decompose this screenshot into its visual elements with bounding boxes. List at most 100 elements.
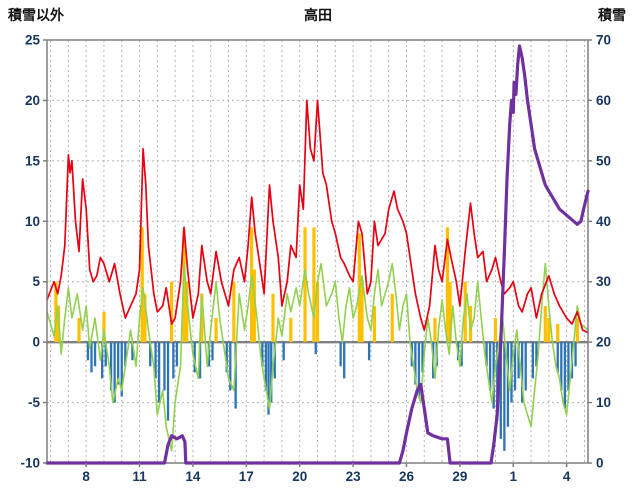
axis-tick-label: 15 xyxy=(25,153,41,168)
blue-bars xyxy=(574,342,577,367)
blue-bars xyxy=(113,342,116,403)
axis-tick-label: 0 xyxy=(596,456,604,471)
axis-tick-label: 5 xyxy=(32,274,40,289)
blue-bars xyxy=(343,342,346,379)
orange-bars xyxy=(232,281,236,343)
orange-bars xyxy=(289,317,293,343)
axis-tick-label: 14 xyxy=(185,469,201,484)
blue-bars xyxy=(503,342,506,451)
orange-bars xyxy=(169,281,174,343)
orange-bars xyxy=(303,227,307,343)
orange-bars xyxy=(200,293,204,343)
axis-tick-label: 29 xyxy=(452,469,467,484)
blue-bars xyxy=(282,342,285,361)
axis-tick-label: 10 xyxy=(25,214,40,229)
blue-bars xyxy=(120,342,123,397)
orange-bars xyxy=(390,293,394,343)
axis-tick-label: 11 xyxy=(132,469,147,484)
orange-bars xyxy=(214,317,218,343)
blue-bars xyxy=(109,342,113,391)
axis-tick-label: -5 xyxy=(28,395,40,410)
blue-bars xyxy=(175,342,179,367)
blue-bars xyxy=(264,342,268,391)
blue-bars xyxy=(414,342,417,385)
blue-bars xyxy=(198,342,202,379)
orange-bars xyxy=(433,317,437,343)
blue-bars xyxy=(267,342,270,415)
blue-bars xyxy=(563,342,567,409)
orange-bars xyxy=(547,317,551,343)
orange-bars xyxy=(185,281,189,343)
orange-bars xyxy=(575,317,579,343)
green-line xyxy=(46,262,589,452)
orange-bars xyxy=(445,227,450,343)
axis-tick-label: 20 xyxy=(25,93,40,108)
orange-bars xyxy=(271,293,275,343)
blue-bars xyxy=(339,342,342,367)
blue-bars xyxy=(172,342,175,379)
blue-bars xyxy=(149,342,152,367)
blue-bars xyxy=(513,342,517,391)
orange-bars xyxy=(315,281,320,343)
blue-bars xyxy=(517,342,520,379)
blue-bars xyxy=(117,342,120,385)
orange-bars xyxy=(252,269,256,343)
orange-bars xyxy=(360,281,364,343)
blue-bars xyxy=(234,342,237,409)
blue-bars xyxy=(101,342,104,379)
blue-bars xyxy=(485,342,488,367)
axis-tick-label: 70 xyxy=(596,33,611,48)
blue-bars xyxy=(460,342,463,367)
blue-bars xyxy=(567,342,570,391)
blue-bars xyxy=(506,342,510,427)
axis-tick-label: 23 xyxy=(346,469,362,484)
blue-bars xyxy=(535,342,538,367)
axis-tick-label: 25 xyxy=(25,33,41,48)
blue-bars xyxy=(488,342,492,391)
blue-bars xyxy=(154,342,157,379)
orange-bars xyxy=(448,281,452,343)
axis-tick-label: 40 xyxy=(596,214,611,229)
axis-tick-label: 10 xyxy=(596,395,611,410)
blue-bars xyxy=(157,342,161,403)
blue-bars xyxy=(556,342,559,373)
axis-tick-label: 26 xyxy=(399,469,415,484)
chart-title: 高田 xyxy=(304,7,332,23)
axis-tick-label: -10 xyxy=(20,456,40,471)
blue-bars xyxy=(273,342,276,379)
left-axis-title: 積雪以外 xyxy=(8,7,64,23)
blue-bars xyxy=(163,342,166,391)
blue-bars xyxy=(417,342,421,397)
purple-line-snow-depth xyxy=(45,44,590,465)
orange-bars xyxy=(543,305,547,343)
blue-bars xyxy=(229,342,232,391)
axis-tick-label: 20 xyxy=(292,469,307,484)
blue-bars xyxy=(193,342,196,373)
axis-tick-label: 30 xyxy=(596,274,611,289)
orange-bars xyxy=(463,281,467,343)
orange-bars xyxy=(140,227,144,343)
blue-bars xyxy=(261,342,264,367)
axis-tick-label: 20 xyxy=(596,335,611,350)
axis-tick-label: 60 xyxy=(596,93,611,108)
blue-bars xyxy=(211,342,214,361)
blue-bars xyxy=(93,342,97,367)
blue-bars xyxy=(225,342,228,373)
orange-bars xyxy=(493,317,498,343)
blue-bars xyxy=(166,342,170,421)
orange-bars xyxy=(54,281,58,343)
blue-bars xyxy=(86,342,90,361)
blue-bars xyxy=(314,342,317,355)
axis-tick-label: 0 xyxy=(32,335,40,350)
axis-tick-label: 1 xyxy=(509,469,517,484)
orange-bars xyxy=(143,293,147,343)
axis-tick-label: 8 xyxy=(82,469,90,484)
right-axis-title: 積雪 xyxy=(598,7,626,23)
blue-bars xyxy=(104,342,107,367)
blue-bars xyxy=(367,342,371,361)
red-line xyxy=(46,99,589,334)
axis-tick-label: 50 xyxy=(596,153,611,168)
axis-tick-label: 4 xyxy=(563,469,571,484)
